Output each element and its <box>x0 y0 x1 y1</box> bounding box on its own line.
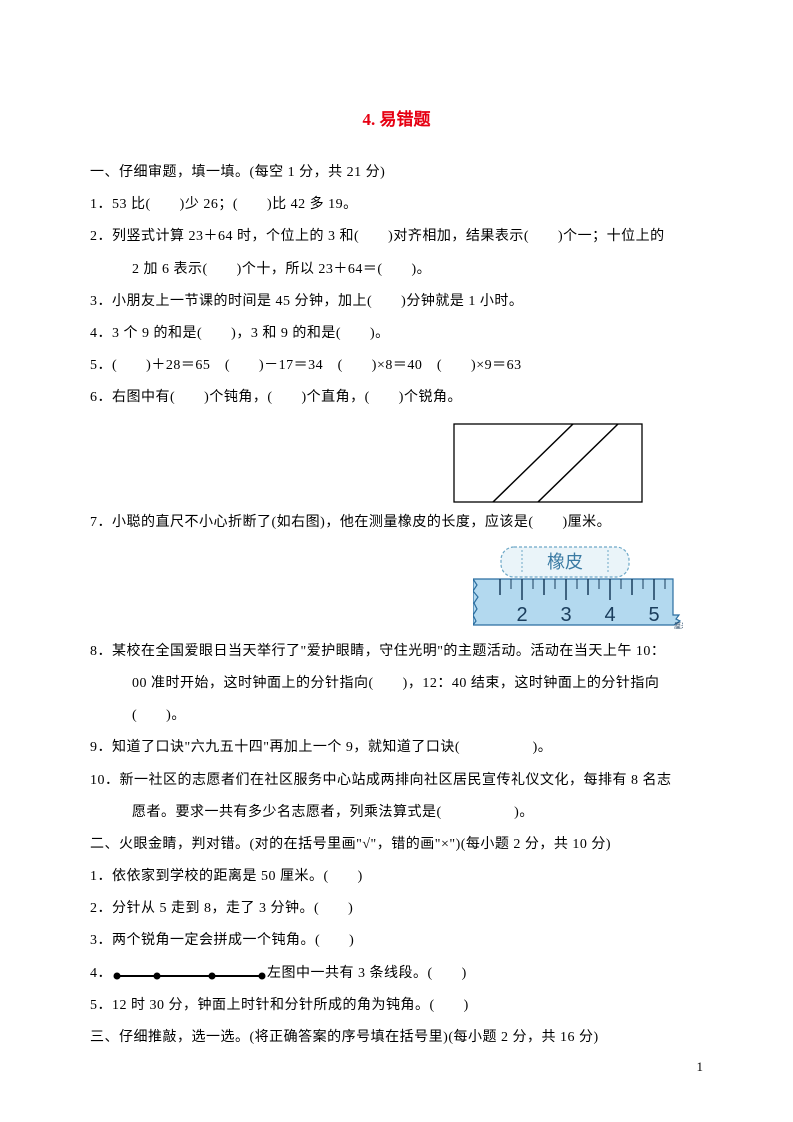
q2-4b: 左图中一共有 3 条线段。( ) <box>267 966 467 981</box>
q1-8a: 8．某校在全国爱眼日当天举行了"爱护眼睛，守住光明"的主题活动。活动在当天上午 … <box>90 636 703 668</box>
figure-parallelogram-wrap <box>90 423 703 503</box>
q1-1: 1．53 比( )少 26；( )比 42 多 19。 <box>90 189 703 221</box>
title-text: 易错题 <box>380 110 431 129</box>
q1-5: 5．( )＋28＝65 ( )－17＝34 ( )×8＝40 ( )×9＝63 <box>90 350 703 382</box>
eraser-label: 橡皮 <box>547 552 583 572</box>
q1-7: 7．小聪的直尺不小心折断了(如右图)，他在测量橡皮的长度，应该是( )厘米。 <box>90 507 703 539</box>
line-segment-figure <box>112 969 267 983</box>
q2-4: 4． 左图中一共有 3 条线段。( ) <box>90 958 703 990</box>
q1-9: 9．知道了口诀"六九五十四"再加上一个 9，就知道了口诀( )。 <box>90 732 703 764</box>
q2-1: 1．依依家到学校的距离是 50 厘米。( ) <box>90 861 703 893</box>
q1-10a: 10．新一社区的志愿者们在社区服务中心站成两排向社区居民宣传礼仪文化，每排有 8… <box>90 765 703 797</box>
q2-4a: 4． <box>90 966 112 981</box>
parallelogram-figure <box>453 423 643 503</box>
q1-4: 4．3 个 9 的和是( )，3 和 9 的和是( )。 <box>90 318 703 350</box>
q1-8b: 00 准时开始，这时钟面上的分针指向( )，12：40 结束，这时钟面上的分针指… <box>90 668 703 732</box>
page-title: 4. 易错题 <box>90 100 703 139</box>
q1-2a: 2．列竖式计算 23＋64 时，个位上的 3 和( )对齐相加，结果表示( )个… <box>90 221 703 253</box>
page-number: 1 <box>697 1052 704 1082</box>
ruler-num-4: 4 <box>604 604 615 626</box>
ruler-figure: 橡皮 2 3 4 5 厘米 <box>473 545 683 630</box>
section1-header: 一、仔细审题，填一填。(每空 1 分，共 21 分) <box>90 157 703 189</box>
ruler-unit: 厘米 <box>674 621 683 630</box>
title-number: 4. <box>363 110 376 129</box>
q1-2b: 2 加 6 表示( )个十，所以 23＋64＝( )。 <box>90 254 703 286</box>
q1-10b: 愿者。要求一共有多少名志愿者，列乘法算式是( )。 <box>90 797 703 829</box>
ruler-num-3: 3 <box>560 604 571 626</box>
section2-header: 二、火眼金睛，判对错。(对的在括号里画"√"，错的画"×")(每小题 2 分，共… <box>90 829 703 861</box>
ruler-num-2: 2 <box>516 604 527 626</box>
q1-3: 3．小朋友上一节课的时间是 45 分钟，加上( )分钟就是 1 小时。 <box>90 286 703 318</box>
q2-3: 3．两个锐角一定会拼成一个钝角。( ) <box>90 925 703 957</box>
q2-5: 5．12 时 30 分，钟面上时针和分针所成的角为钝角。( ) <box>90 990 703 1022</box>
q2-2: 2．分针从 5 走到 8，走了 3 分钟。( ) <box>90 893 703 925</box>
ruler-figure-wrap: 橡皮 2 3 4 5 厘米 <box>90 545 703 630</box>
ruler-num-5: 5 <box>648 604 659 626</box>
section3-header: 三、仔细推敲，选一选。(将正确答案的序号填在括号里)(每小题 2 分，共 16 … <box>90 1022 703 1054</box>
q1-6: 6．右图中有( )个钝角，( )个直角，( )个锐角。 <box>90 382 703 414</box>
